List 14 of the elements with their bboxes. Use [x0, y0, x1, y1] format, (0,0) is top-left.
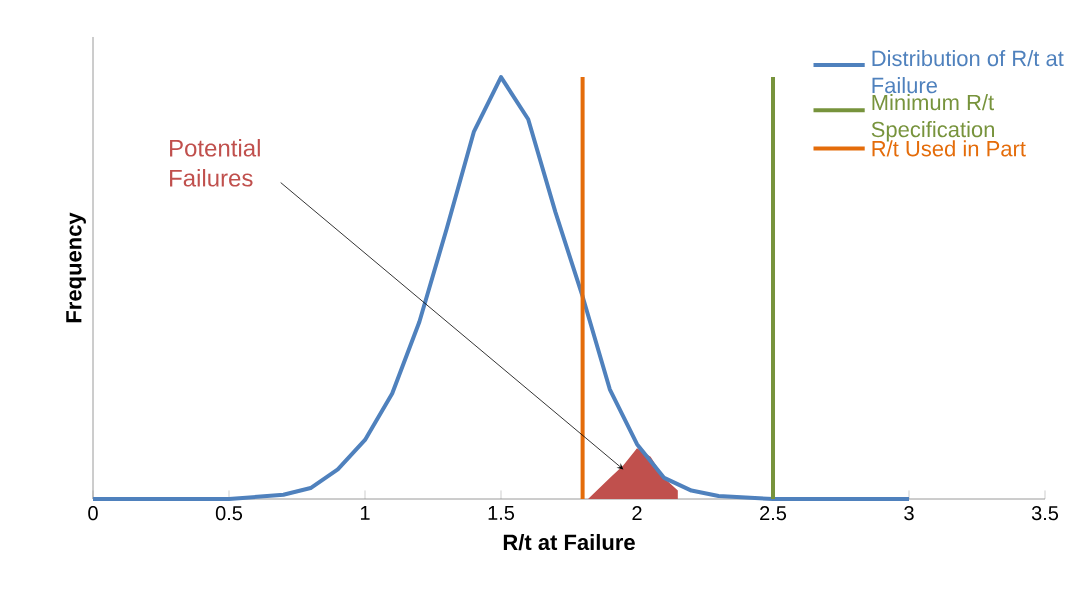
- x-tick-label: 1.5: [488, 506, 515, 521]
- y-axis-title: Frequency: [66, 212, 86, 323]
- legend-label: Minimum R/t Specification: [871, 94, 994, 142]
- x-tick-label: 2.5: [760, 506, 787, 521]
- legend-label: Distribution of R/t at Failure: [872, 50, 1064, 94]
- annotation: Potential Failures: [170, 139, 260, 187]
- x-tick-label: 0.5: [215, 506, 243, 521]
- x-tick-label: 2: [632, 506, 642, 521]
- x-tick-label: 0: [88, 506, 98, 521]
- x-axis-title: R/t at Failure: [503, 533, 635, 551]
- x-tick-label: 3.5: [1031, 506, 1059, 521]
- x-tick-label: 3: [904, 506, 914, 521]
- x-tick-label: 1: [360, 506, 370, 520]
- legend-label: R/t Used in Part: [872, 140, 1026, 157]
